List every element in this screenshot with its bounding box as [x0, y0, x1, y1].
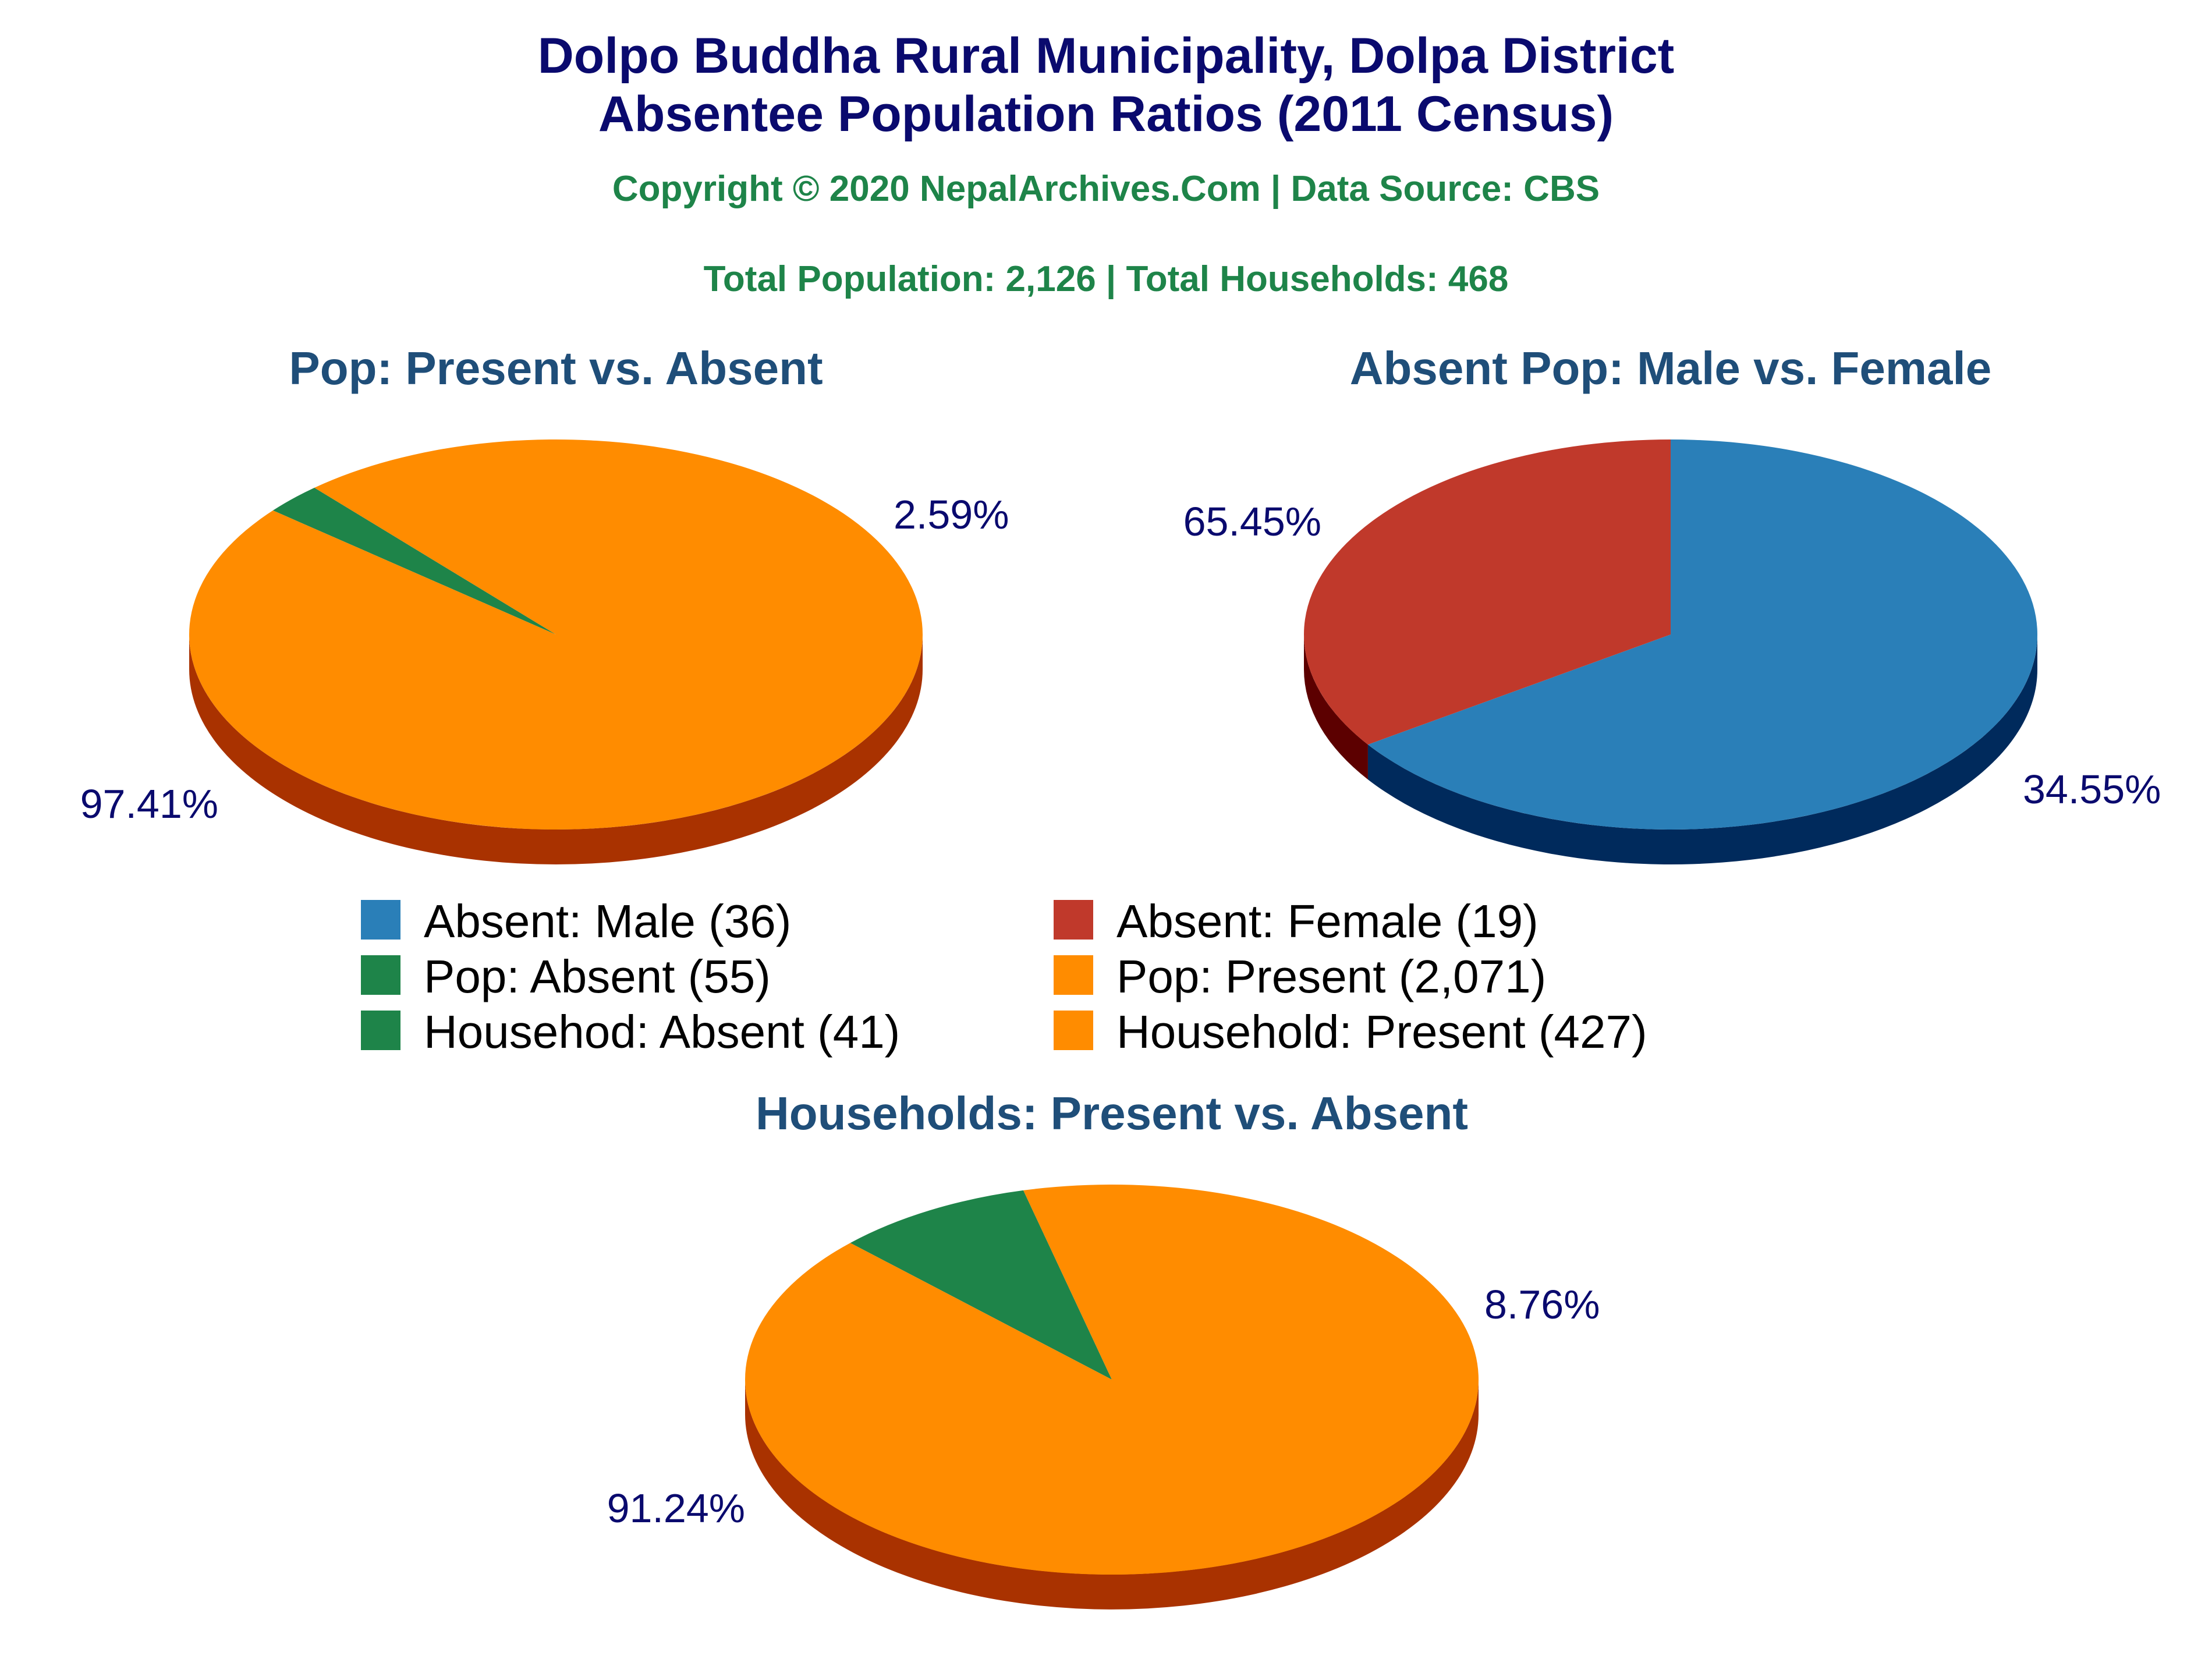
pie-slice [745, 1185, 1479, 1575]
pie-households: Households: Present vs. Absent 8.76% 91.24… [607, 1087, 1600, 1610]
pie-percent-label: 65.45% [1183, 499, 1321, 544]
pie-title: Pop: Present vs. Absent [289, 342, 823, 394]
legend-label: Absent: Female (19) [1116, 895, 1539, 947]
copyright-text: Copyright © 2020 NepalArchives.Com | Dat… [612, 169, 1600, 210]
pie-percent-label: 34.55% [2023, 767, 2161, 812]
pie-slice [1304, 439, 1671, 745]
pie-percent-label: 97.41% [80, 781, 218, 827]
legend-swatch [1054, 955, 1093, 995]
pie-population: Pop: Present vs. Absent 2.59% 97.41% [80, 342, 1009, 864]
pie-slice [189, 439, 923, 830]
pie-slice-side [189, 634, 923, 864]
legend-label: Househod: Absent (41) [424, 1006, 900, 1058]
pie-percent-label: 8.76% [1484, 1282, 1600, 1327]
pie-percent-label: 91.24% [607, 1486, 745, 1531]
pie-slice-side [745, 1380, 1479, 1610]
pie-percent-label: 2.59% [894, 492, 1009, 537]
pie-title: Absent Pop: Male vs. Female [1350, 342, 1992, 394]
pie-slice [850, 1190, 1112, 1380]
legend-swatch [361, 1011, 400, 1050]
pie-slice [1367, 439, 2038, 830]
legend-swatch [361, 900, 400, 940]
legend-swatch [1054, 1011, 1093, 1050]
pie-slice-side [1367, 634, 2037, 865]
legend-label: Household: Present (427) [1116, 1006, 1647, 1058]
legend-label: Absent: Male (36) [424, 895, 791, 947]
legend-label: Pop: Present (2,071) [1116, 951, 1546, 1002]
totals-text: Total Population: 2,126 | Total Househol… [704, 259, 1509, 300]
legend-swatch [361, 955, 400, 995]
pie-slice-side [1304, 634, 1368, 780]
pie-slice [272, 487, 556, 634]
legend: Absent: Male (36) Absent: Female (19)Pop:… [361, 895, 1647, 1058]
pie-absent-gender: Absent Pop: Male vs. Female 65.45% 34.55% [1183, 342, 2161, 865]
legend-swatch [1054, 900, 1093, 940]
chart-title-line1: Dolpo Buddha Rural Municipality, Dolpa D… [538, 28, 1675, 84]
chart-title-line2: Absentee Population Ratios (2011 Census) [598, 86, 1614, 142]
legend-label: Pop: Absent (55) [424, 951, 771, 1002]
pie-title: Households: Present vs. Absent [756, 1087, 1468, 1139]
